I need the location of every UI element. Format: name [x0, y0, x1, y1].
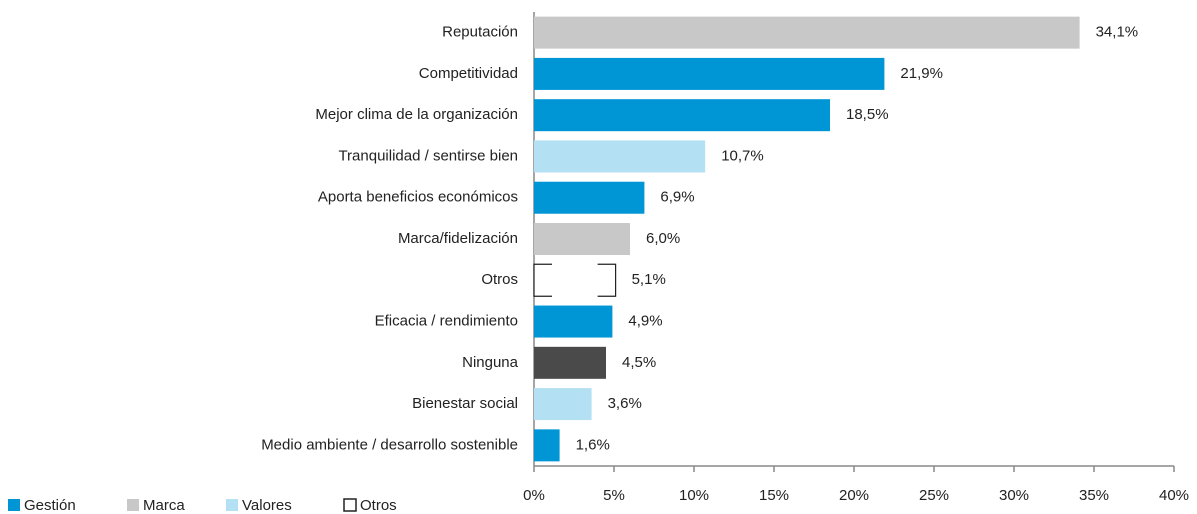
bar: [534, 429, 560, 462]
value-label: 1,6%: [576, 436, 610, 453]
value-label: 10,7%: [721, 147, 764, 164]
legend-label: Marca: [143, 497, 185, 514]
value-label: 3,6%: [608, 395, 642, 412]
bar: [534, 140, 706, 173]
legend-label: Gestión: [24, 497, 76, 514]
legend-label: Otros: [360, 497, 397, 514]
x-tick-label: 15%: [759, 487, 789, 504]
legend-label: Valores: [242, 497, 292, 514]
x-tick-label: 10%: [679, 487, 709, 504]
x-tick-label: 40%: [1159, 487, 1189, 504]
legend-swatch: [8, 499, 20, 511]
x-tick-label: 35%: [1079, 487, 1109, 504]
value-label: 34,1%: [1096, 24, 1139, 41]
category-label: Reputación: [442, 24, 518, 41]
value-label: 4,9%: [628, 313, 662, 330]
value-label: 21,9%: [900, 65, 943, 82]
category-label: Ninguna: [462, 354, 519, 371]
bar: [534, 99, 830, 132]
value-label: 5,1%: [632, 271, 666, 288]
legend-swatch: [226, 499, 238, 511]
x-tick-label: 25%: [919, 487, 949, 504]
bar-bracket: [533, 263, 617, 297]
bar: [534, 305, 613, 338]
value-label: 18,5%: [846, 106, 889, 123]
category-label: Marca/fidelización: [398, 230, 518, 247]
bar: [534, 346, 606, 379]
x-tick-label: 30%: [999, 487, 1029, 504]
legend-swatch: [127, 499, 139, 511]
category-label: Eficacia / rendimiento: [375, 313, 518, 330]
bar: [534, 181, 645, 214]
category-label: Mejor clima de la organización: [315, 106, 518, 123]
category-label: Medio ambiente / desarrollo sostenible: [261, 436, 518, 453]
category-label: Aporta beneficios económicos: [318, 189, 518, 206]
value-label: 4,5%: [622, 354, 656, 371]
bar: [534, 223, 630, 255]
bar: [534, 388, 592, 421]
legend-swatch: [343, 498, 357, 512]
category-label: Tranquilidad / sentirse bien: [338, 147, 518, 164]
x-tick-label: 5%: [603, 487, 625, 504]
x-tick-label: 20%: [839, 487, 869, 504]
category-label: Bienestar social: [412, 395, 518, 412]
value-label: 6,0%: [646, 230, 680, 247]
bar: [534, 57, 885, 90]
category-label: Otros: [481, 271, 518, 288]
value-label: 6,9%: [660, 189, 694, 206]
bar: [534, 16, 1080, 49]
bar: [534, 264, 616, 297]
x-tick-label: 0%: [523, 487, 545, 504]
category-label: Competitividad: [419, 65, 518, 82]
